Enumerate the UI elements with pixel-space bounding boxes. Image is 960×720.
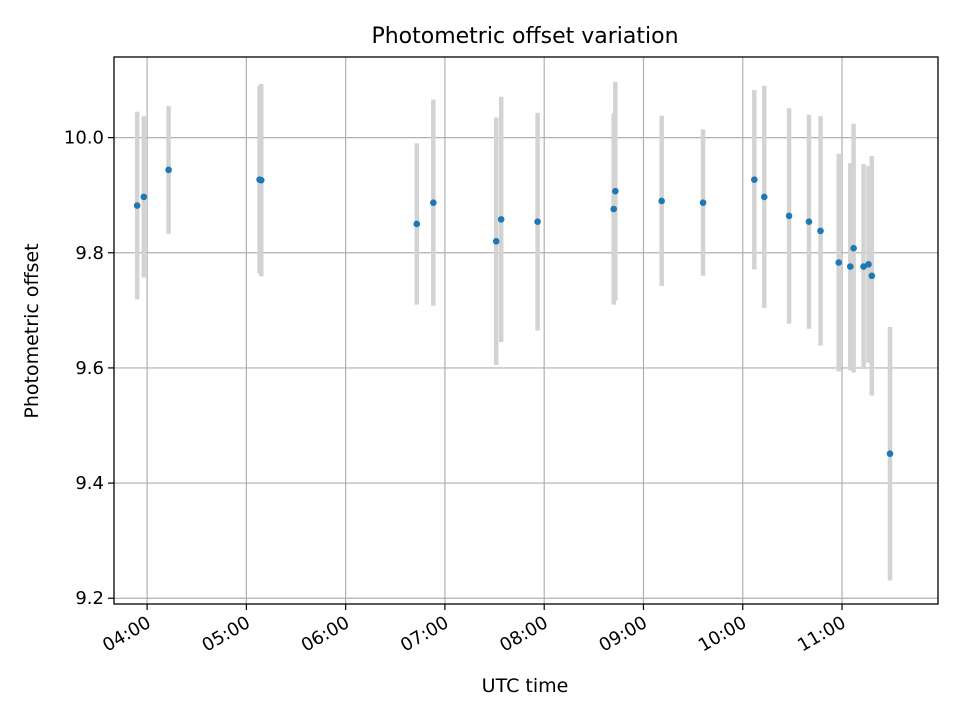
data-point bbox=[133, 202, 141, 209]
data-points bbox=[133, 166, 894, 458]
y-axis-label: Photometric offset bbox=[21, 243, 43, 418]
chart-title: Photometric offset variation bbox=[371, 24, 678, 49]
data-point bbox=[751, 176, 758, 183]
data-point bbox=[534, 218, 541, 225]
data-point bbox=[492, 237, 500, 245]
data-point bbox=[760, 193, 768, 201]
y-tick-label: 9.4 bbox=[75, 473, 104, 494]
error-bars bbox=[134, 81, 893, 581]
data-point bbox=[847, 263, 854, 270]
x-axis-ticks: 04:00 05:00 06:00 07:00 08:00 09:00 10:00 11:00 bbox=[99, 604, 850, 656]
data-point bbox=[785, 212, 793, 220]
x-tick-label: 09:00 bbox=[596, 612, 651, 656]
x-tick-label: 08:00 bbox=[496, 612, 551, 656]
data-point bbox=[430, 199, 437, 206]
x-tick-label: 10:00 bbox=[695, 612, 750, 656]
data-point bbox=[805, 218, 813, 225]
data-point bbox=[140, 193, 148, 201]
data-point bbox=[835, 259, 843, 266]
x-tick-label: 11:00 bbox=[794, 612, 849, 656]
data-point bbox=[868, 272, 876, 280]
data-point bbox=[860, 263, 867, 270]
data-point bbox=[699, 199, 707, 206]
data-point bbox=[497, 216, 505, 223]
y-tick-label: 9.2 bbox=[75, 588, 104, 609]
y-tick-label: 10.0 bbox=[64, 128, 104, 149]
grid bbox=[114, 57, 938, 604]
data-point bbox=[165, 166, 172, 174]
data-point bbox=[612, 187, 619, 195]
plot-frame bbox=[113, 56, 939, 605]
data-point bbox=[865, 260, 872, 268]
x-tick-label: 07:00 bbox=[397, 612, 452, 656]
x-tick-label: 05:00 bbox=[198, 612, 253, 656]
data-point bbox=[886, 450, 894, 458]
data-point bbox=[413, 220, 421, 228]
y-tick-label: 9.8 bbox=[75, 243, 104, 264]
y-axis-ticks: 9.2 9.4 9.6 9.8 10.0 bbox=[64, 128, 114, 609]
data-point bbox=[658, 197, 665, 205]
x-axis-label: UTC time bbox=[482, 675, 569, 697]
data-point bbox=[850, 244, 857, 252]
data-point bbox=[257, 176, 265, 184]
data-point bbox=[610, 205, 617, 213]
data-point bbox=[817, 227, 824, 235]
x-tick-label: 04:00 bbox=[99, 612, 154, 656]
y-tick-label: 9.6 bbox=[75, 358, 104, 379]
x-tick-label: 06:00 bbox=[298, 612, 353, 656]
